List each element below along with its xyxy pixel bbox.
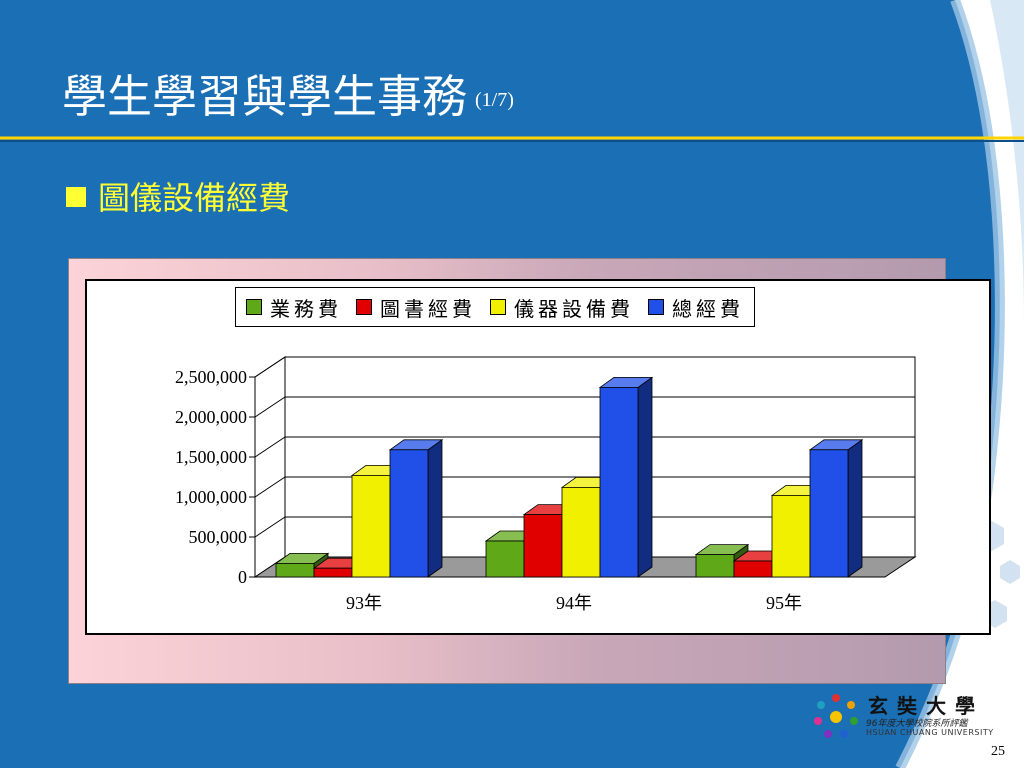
university-logo: 玄奘大學 96年度大學校院系所評鑑 HSUAN CHUANG UNIVERSIT…	[810, 688, 1010, 742]
slide-title-text: 學生學習與學生事務	[62, 70, 468, 123]
legend-label-4: 總經費	[672, 296, 744, 321]
bar-94年-總經費	[599, 387, 639, 578]
y-tick-label: 1,000,000	[175, 487, 247, 507]
bar-94年-業務費	[485, 540, 525, 578]
bar-93年-總經費	[389, 449, 429, 578]
y-tick-label: 1,500,000	[175, 447, 247, 467]
chart-side-wall	[254, 356, 286, 578]
bullet-text: 圖儀設備經費	[98, 179, 291, 217]
legend-swatch-2	[356, 299, 372, 315]
bar-93年-儀器設備費	[351, 474, 391, 578]
bar-95年-圖書經費	[733, 560, 773, 578]
y-tick-label: 0	[238, 567, 247, 587]
chart-plot: 0 500,000 1,000,000 1,500,000 2,000,000 2,500…	[175, 356, 917, 613]
logo-name: 玄奘大學	[868, 694, 984, 718]
bar-94年-圖書經費	[523, 514, 563, 578]
y-tick-label: 500,000	[189, 527, 248, 547]
legend-item-4: 總經費	[648, 293, 744, 322]
bullet-square-icon	[66, 187, 86, 207]
logo-english-name: HSUAN CHUANG UNIVERSITY	[866, 728, 994, 737]
x-tick-label: 94年	[556, 593, 592, 613]
bar-93年-業務費	[275, 562, 315, 578]
gridline-side	[254, 516, 286, 538]
chart-legend: 業務費 圖書經費 儀器設備費 總經費	[235, 287, 755, 327]
gridline-side	[254, 476, 286, 498]
y-tick-label: 2,500,000	[175, 367, 247, 387]
bullet-point: 圖儀設備經費	[66, 176, 290, 220]
x-tick-label: 93年	[346, 593, 382, 613]
x-tick-label: 95年	[766, 593, 802, 613]
legend-swatch-1	[246, 299, 262, 315]
chart-box: 業務費 圖書經費 儀器設備費 總經費 0 500,000 1,000,000 1,50…	[85, 279, 991, 635]
bar-94年-儀器設備費	[561, 486, 601, 578]
legend-label-1: 業務費	[270, 296, 342, 321]
gridline-side	[254, 396, 286, 418]
bar-95年-業務費	[695, 554, 735, 578]
slide-title-suffix: (1/7)	[475, 89, 514, 111]
legend-swatch-3	[490, 299, 506, 315]
chart-panel: 業務費 圖書經費 儀器設備費 總經費 0 500,000 1,000,000 1,50…	[68, 258, 991, 684]
legend-item-1: 業務費	[246, 293, 342, 322]
page-number: 25	[991, 744, 1005, 759]
bar-95年-總經費	[809, 449, 849, 578]
y-tick-label: 2,000,000	[175, 407, 247, 427]
bar-93年-圖書經費	[313, 567, 353, 578]
bar-95年-總經費-side	[847, 439, 863, 578]
bar-93年-總經費-side	[427, 439, 443, 578]
legend-swatch-4	[648, 299, 664, 315]
legend-item-3: 儀器設備費	[490, 293, 634, 322]
legend-item-2: 圖書經費	[356, 293, 476, 322]
legend-label-3: 儀器設備費	[514, 296, 634, 321]
bar-95年-儀器設備費	[771, 494, 811, 578]
gridline-side	[254, 356, 286, 378]
logo-emblem-icon	[814, 694, 858, 738]
logo-subtitle: 96年度大學校院系所評鑑	[866, 719, 968, 729]
legend-label-2: 圖書經費	[380, 296, 476, 321]
slide-title: 學生學習與學生事務 (1/7)	[62, 64, 514, 133]
bar-94年-總經費-side	[637, 376, 653, 578]
gridline-side	[254, 436, 286, 458]
